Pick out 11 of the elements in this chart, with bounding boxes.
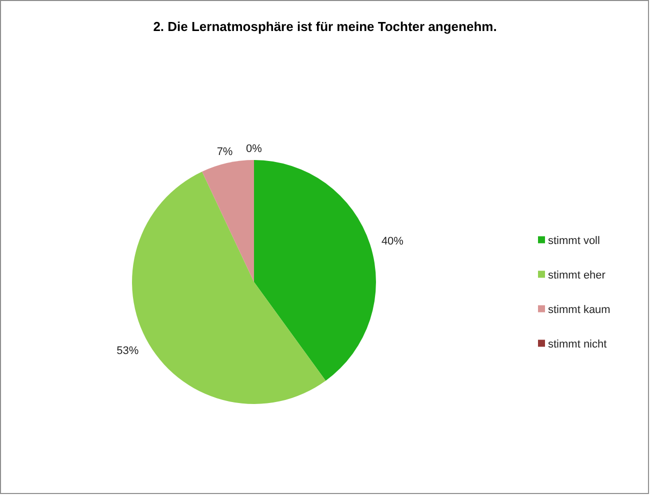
pie-slice: [254, 160, 376, 381]
legend-label: stimmt kaum: [548, 304, 610, 316]
data-label: 40%: [381, 235, 404, 248]
data-label: 53%: [116, 345, 139, 358]
data-label: 7%: [216, 146, 233, 158]
legend-label: stimmt nicht: [548, 338, 607, 351]
chart-title: 2. Die Lernatmosphäre ist für meine Tochter angenehm.: [153, 19, 497, 34]
legend-label: stimmt voll: [548, 235, 600, 248]
pie-slice: [202, 160, 254, 282]
text: 0%: [246, 142, 262, 155]
legend-label: stimmt eher: [548, 270, 606, 282]
